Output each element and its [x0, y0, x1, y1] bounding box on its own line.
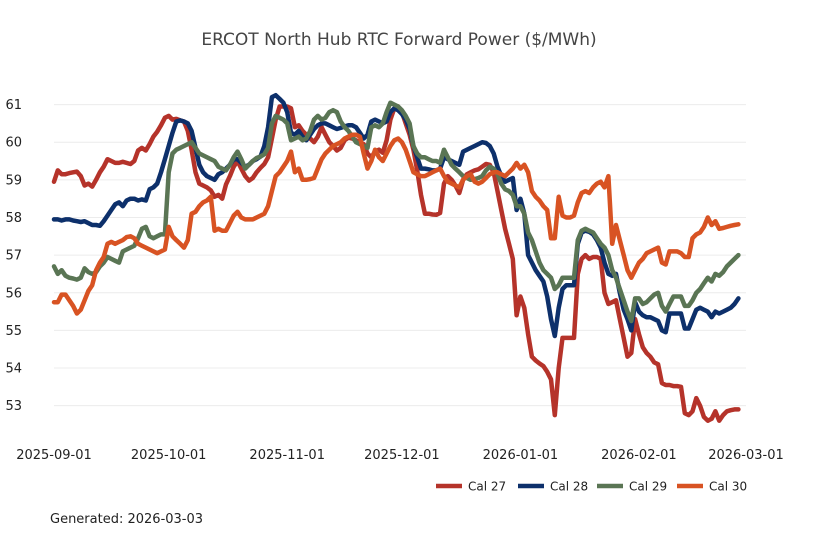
chart-title: ERCOT North Hub RTC Forward Power ($/MWh… — [201, 30, 596, 50]
y-axis: 53 54 55 56 57 58 59 60 61 — [5, 98, 22, 414]
x-tick-label-2025-09-01: 2025-09-01 — [16, 448, 92, 463]
legend-label-cal-27: Cal 27 — [468, 480, 506, 494]
y-tick-label-59: 59 — [5, 173, 22, 188]
x-tick-label-2025-12-01: 2025-12-01 — [364, 448, 440, 463]
legend-label-cal-29: Cal 29 — [629, 480, 667, 494]
y-tick-label-54: 54 — [5, 362, 22, 377]
x-tick-label-2026-02-01: 2026-02-01 — [601, 448, 677, 463]
y-tick-label-60: 60 — [5, 136, 22, 151]
x-tick-label-2026-01-01: 2026-01-01 — [483, 448, 559, 463]
y-tick-label-53: 53 — [5, 399, 22, 414]
generated-note: Generated: 2026-03-03 — [50, 512, 204, 527]
x-tick-label-2025-10-01: 2025-10-01 — [131, 448, 207, 463]
x-tick-label-2026-03-01: 2026-03-01 — [708, 448, 784, 463]
y-tick-label-55: 55 — [5, 324, 22, 339]
y-tick-label-61: 61 — [5, 98, 22, 113]
x-tick-label-2025-11-01: 2025-11-01 — [249, 448, 325, 463]
series-line-cal-28 — [51, 92, 741, 339]
y-tick-label-57: 57 — [5, 249, 22, 264]
series-line-cal-27 — [51, 104, 741, 423]
y-tick-label-56: 56 — [5, 286, 22, 301]
x-axis: 2025-09-01 2025-10-01 2025-11-01 2025-12-01… — [16, 448, 784, 463]
legend-label-cal-30: Cal 30 — [709, 480, 747, 494]
y-tick-label-58: 58 — [5, 211, 22, 226]
series-layer — [51, 92, 741, 423]
series-line-cal-29 — [51, 100, 741, 324]
legend-label-cal-28: Cal 28 — [550, 480, 588, 494]
legend: Cal 27 Cal 28 Cal 29 Cal 30 — [436, 480, 747, 494]
series-line-cal-30 — [51, 132, 741, 316]
